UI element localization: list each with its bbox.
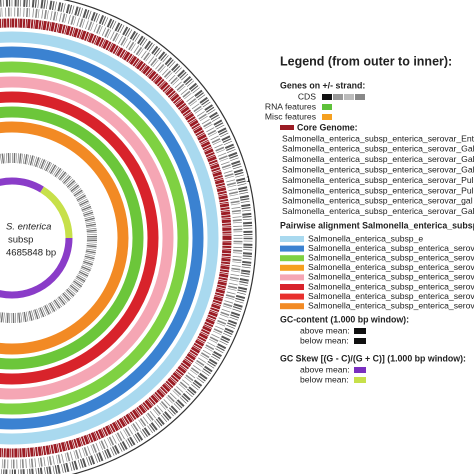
scale-ring (62, 0, 257, 474)
legend-label: Salmonella_enterica_subsp_enterica_serov… (308, 262, 474, 272)
legend-label: Salmonella_enterica_subsp_enterica_serov… (282, 206, 474, 216)
legend-swatch (355, 94, 365, 100)
alignment-ring (0, 61, 189, 415)
legend-swatch (280, 264, 304, 271)
legend-label: Salmonella_enterica_subsp_e (308, 233, 423, 243)
legend-title: Legend (from outer to inner): (280, 54, 452, 68)
alignment-ring (0, 91, 159, 385)
gc-content-ring (0, 153, 97, 323)
legend-swatch (354, 377, 366, 383)
circular-map (0, 0, 257, 474)
legend-label: below mean: (300, 374, 349, 384)
legend-label: RNA features (265, 101, 316, 111)
legend-label: above mean: (300, 325, 350, 335)
legend-swatch (280, 284, 304, 290)
legend-swatch (322, 114, 332, 120)
legend-header: Genes on +/- strand: (280, 80, 365, 90)
core-ring (0, 18, 232, 458)
legend-label: CDS (298, 91, 316, 101)
legend-swatch (280, 255, 304, 262)
alignment-ring (0, 76, 174, 400)
legend-swatch (344, 94, 354, 100)
legend-label: Salmonella_enterica_subsp_enterica_serov… (308, 281, 474, 291)
legend-swatch (280, 303, 304, 310)
legend-swatch (322, 94, 332, 100)
legend-swatch (280, 125, 294, 130)
legend-label: Salmonella_enterica_subsp_enterica_serov… (282, 133, 474, 143)
legend-swatch (280, 274, 304, 281)
legend-header: Pairwise alignment Salmonella_enterica_s… (280, 220, 474, 230)
legend-label: Salmonella_enterica_subsp_enterica_serov… (282, 164, 474, 174)
legend-label: Salmonella_enterica_subsp_enterica_serov… (282, 196, 473, 206)
legend-header: Core Genome: (297, 122, 358, 132)
cds-ring (0, 0, 253, 474)
legend: Legend (from outer to inner): Genes on +/… (265, 54, 474, 384)
legend-label: Salmonella_enterica_subsp_enterica_serov… (308, 252, 474, 262)
legend-header: GC Skew [(G - C)/(G + C)] (1.000 bp wind… (280, 353, 466, 363)
legend-header: GC-content (1.000 bp window): (280, 314, 409, 324)
legend-swatch (333, 94, 343, 100)
legend-label: above mean: (300, 364, 350, 374)
legend-label: Salmonella_enterica_subsp_enterica_serov… (308, 291, 474, 301)
legend-swatch (280, 245, 304, 252)
legend-label: Salmonella_enterica_subsp_enterica_serov… (282, 175, 474, 185)
legend-label: below mean: (300, 335, 349, 345)
map-tick-label: 1 (246, 175, 251, 184)
legend-label: Salmonella_enterica_subsp_enterica_serov… (308, 300, 474, 310)
alignment-ring (0, 121, 129, 355)
organism-subsp: subsp (8, 235, 33, 246)
genome-length: 4685848 bp (6, 248, 56, 259)
legend-swatch (354, 338, 366, 344)
legend-swatch (354, 367, 366, 373)
alignment-ring (0, 46, 204, 430)
legend-swatch (354, 328, 366, 334)
legend-label: Misc features (265, 111, 316, 121)
legend-swatch (280, 236, 304, 242)
alignment-ring (0, 106, 144, 370)
legend-label: Salmonella_enterica_subsp_enterica_serov… (282, 185, 474, 195)
legend-label: Salmonella_enterica_subsp_enterica_serov… (308, 243, 474, 253)
legend-swatch (322, 104, 332, 110)
legend-label: Salmonella_enterica_subsp_enterica_serov… (282, 154, 474, 164)
alignment-ring (0, 31, 219, 445)
organism-name: S. enterica (6, 222, 51, 233)
gc-skew-ring (0, 177, 73, 299)
legend-label: Salmonella_enterica_subsp_enterica_serov… (308, 272, 474, 282)
legend-label: Salmonella_enterica_subsp_enterica_serov… (282, 144, 474, 154)
legend-swatch (280, 293, 304, 300)
cds-ring (0, 7, 243, 469)
